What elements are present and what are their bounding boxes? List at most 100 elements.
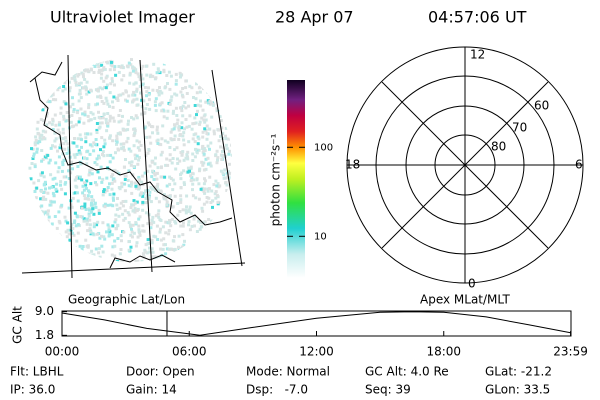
image-pixel	[196, 258, 200, 262]
image-pixel	[78, 244, 82, 248]
image-pixel	[178, 71, 182, 75]
image-pixel	[186, 170, 190, 174]
image-pixel	[108, 160, 112, 164]
image-pixel	[110, 60, 113, 64]
image-pixel	[127, 248, 131, 252]
image-pixel	[54, 98, 58, 102]
image-pixel	[126, 211, 130, 215]
image-pixel	[199, 63, 203, 67]
image-pixel	[229, 239, 232, 243]
image-pixel	[85, 80, 89, 84]
image-pixel	[205, 200, 209, 204]
image-pixel	[41, 210, 45, 214]
image-pixel	[158, 89, 162, 93]
image-pixel	[190, 86, 194, 90]
image-pixel	[197, 182, 201, 186]
image-pixel	[58, 143, 62, 147]
image-pixel	[219, 238, 223, 242]
image-pixel	[38, 214, 42, 218]
image-pixel	[152, 62, 156, 66]
image-pixel	[158, 86, 161, 89]
image-pixel	[145, 135, 149, 139]
image-pixel	[77, 258, 81, 262]
image-pixel	[138, 78, 142, 81]
image-pixel	[230, 153, 232, 157]
image-pixel	[191, 137, 195, 141]
image-pixel	[57, 155, 61, 159]
image-pixel	[202, 202, 206, 206]
image-pixel	[162, 68, 166, 72]
image-pixel	[51, 144, 54, 148]
image-pixel	[135, 209, 139, 212]
image-pixel	[70, 160, 74, 164]
image-pixel	[48, 66, 51, 70]
image-pixel	[199, 58, 203, 62]
image-pixel	[110, 233, 114, 237]
image-pixel	[173, 182, 177, 186]
image-pixel	[90, 144, 94, 148]
image-pixel	[65, 244, 69, 248]
image-pixel	[124, 89, 128, 93]
image-pixel	[123, 189, 127, 193]
image-pixel	[120, 239, 123, 243]
image-pixel	[37, 232, 41, 236]
image-pixel	[32, 230, 36, 234]
image-pixel	[37, 235, 41, 239]
image-pixel	[114, 227, 118, 231]
image-pixel	[168, 153, 172, 157]
image-pixel	[51, 128, 55, 131]
hour-label: 12	[470, 48, 485, 62]
image-pixel	[152, 178, 156, 181]
image-pixel	[206, 91, 210, 94]
image-pixel	[206, 90, 209, 94]
image-pixel	[34, 135, 38, 139]
image-pixel	[89, 67, 93, 71]
image-pixel	[186, 150, 190, 154]
image-pixel	[30, 231, 34, 235]
image-pixel	[41, 214, 45, 217]
image-pixel	[177, 234, 181, 238]
image-pixel	[219, 95, 223, 98]
image-pixel	[169, 224, 173, 228]
image-pixel	[48, 203, 52, 207]
image-pixel	[102, 190, 106, 193]
image-pixel	[139, 192, 143, 196]
image-pixel	[81, 86, 85, 90]
image-pixel	[86, 68, 89, 72]
image-pixel	[80, 206, 84, 210]
image-pixel	[174, 82, 178, 86]
image-pixel	[150, 222, 154, 226]
image-pixel	[217, 248, 221, 252]
image-pixel	[207, 256, 211, 260]
image-pixel	[101, 150, 105, 153]
image-pixel	[130, 191, 134, 195]
image-pixel	[191, 152, 195, 156]
image-pixel	[123, 209, 127, 213]
image-pixel	[77, 120, 81, 124]
ring-label: 70	[512, 121, 527, 135]
image-pixel	[202, 161, 206, 165]
image-pixel	[92, 253, 96, 257]
image-pixel	[134, 114, 138, 118]
image-pixel	[146, 222, 150, 226]
image-pixel	[73, 211, 77, 215]
image-pixel	[169, 137, 173, 141]
image-pixel	[141, 224, 145, 228]
image-pixel	[210, 189, 214, 193]
image-pixel	[215, 233, 219, 237]
image-pixel	[188, 71, 192, 75]
image-pixel	[130, 182, 133, 186]
image-pixel	[134, 157, 137, 161]
image-pixel	[91, 232, 95, 236]
image-pixel	[222, 233, 226, 236]
image-pixel	[103, 85, 107, 89]
image-pixel	[74, 59, 78, 63]
image-pixel	[188, 84, 192, 88]
image-pixel	[190, 224, 194, 228]
image-pixel	[113, 254, 117, 258]
image-pixel	[187, 245, 191, 249]
image-pixel	[62, 175, 66, 179]
image-pixel	[219, 83, 223, 87]
image-pixel	[152, 220, 156, 224]
image-pixel	[109, 153, 113, 157]
